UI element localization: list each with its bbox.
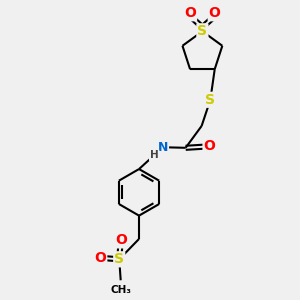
- Text: O: O: [184, 6, 196, 20]
- Text: S: S: [205, 93, 215, 107]
- Text: S: S: [197, 24, 207, 38]
- Text: O: O: [209, 6, 220, 20]
- Text: O: O: [203, 140, 215, 153]
- Text: O: O: [94, 251, 106, 265]
- Text: O: O: [115, 233, 127, 248]
- Text: N: N: [158, 141, 168, 154]
- Text: H: H: [150, 150, 158, 161]
- Text: S: S: [114, 252, 124, 266]
- Text: CH₃: CH₃: [110, 286, 131, 296]
